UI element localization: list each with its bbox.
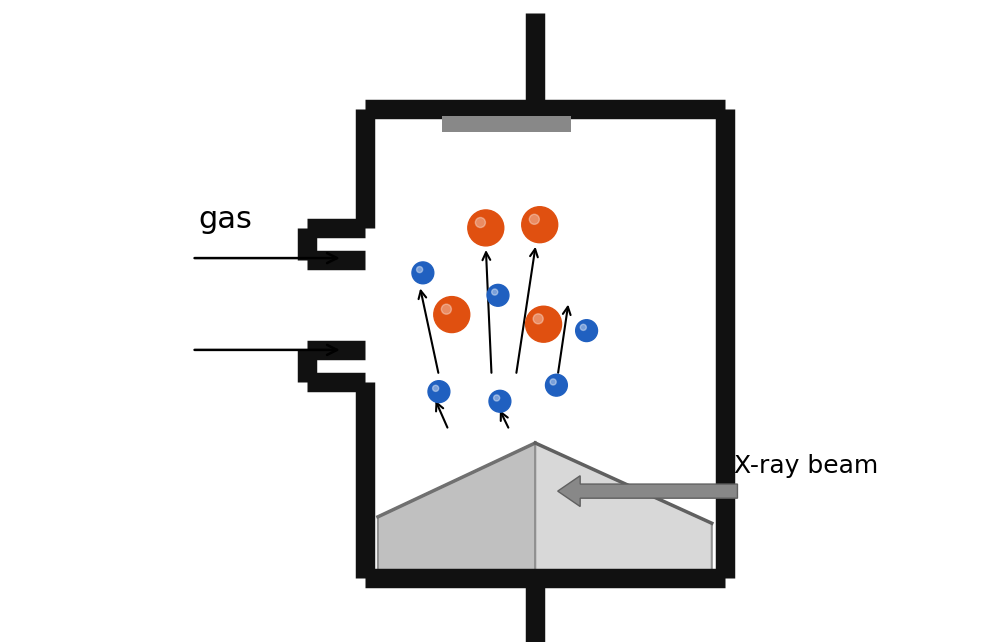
Text: X-ray beam: X-ray beam <box>734 455 878 478</box>
Circle shape <box>488 390 511 412</box>
Polygon shape <box>378 443 534 575</box>
Circle shape <box>549 379 556 385</box>
Circle shape <box>575 320 597 342</box>
Circle shape <box>522 207 557 243</box>
Circle shape <box>467 210 503 246</box>
Circle shape <box>434 297 469 333</box>
Text: gas: gas <box>198 205 251 234</box>
Circle shape <box>491 289 497 295</box>
Circle shape <box>493 395 499 401</box>
FancyArrow shape <box>557 476 737 507</box>
Circle shape <box>526 306 561 342</box>
Circle shape <box>475 218 485 227</box>
Circle shape <box>580 324 586 331</box>
Circle shape <box>428 381 450 403</box>
Circle shape <box>411 262 434 284</box>
Polygon shape <box>534 443 711 575</box>
Circle shape <box>416 266 422 273</box>
Circle shape <box>441 304 451 314</box>
Circle shape <box>486 284 509 306</box>
Bar <box>442 116 570 132</box>
Circle shape <box>432 385 438 392</box>
Circle shape <box>532 314 542 324</box>
Circle shape <box>545 374 567 396</box>
Circle shape <box>528 214 538 224</box>
